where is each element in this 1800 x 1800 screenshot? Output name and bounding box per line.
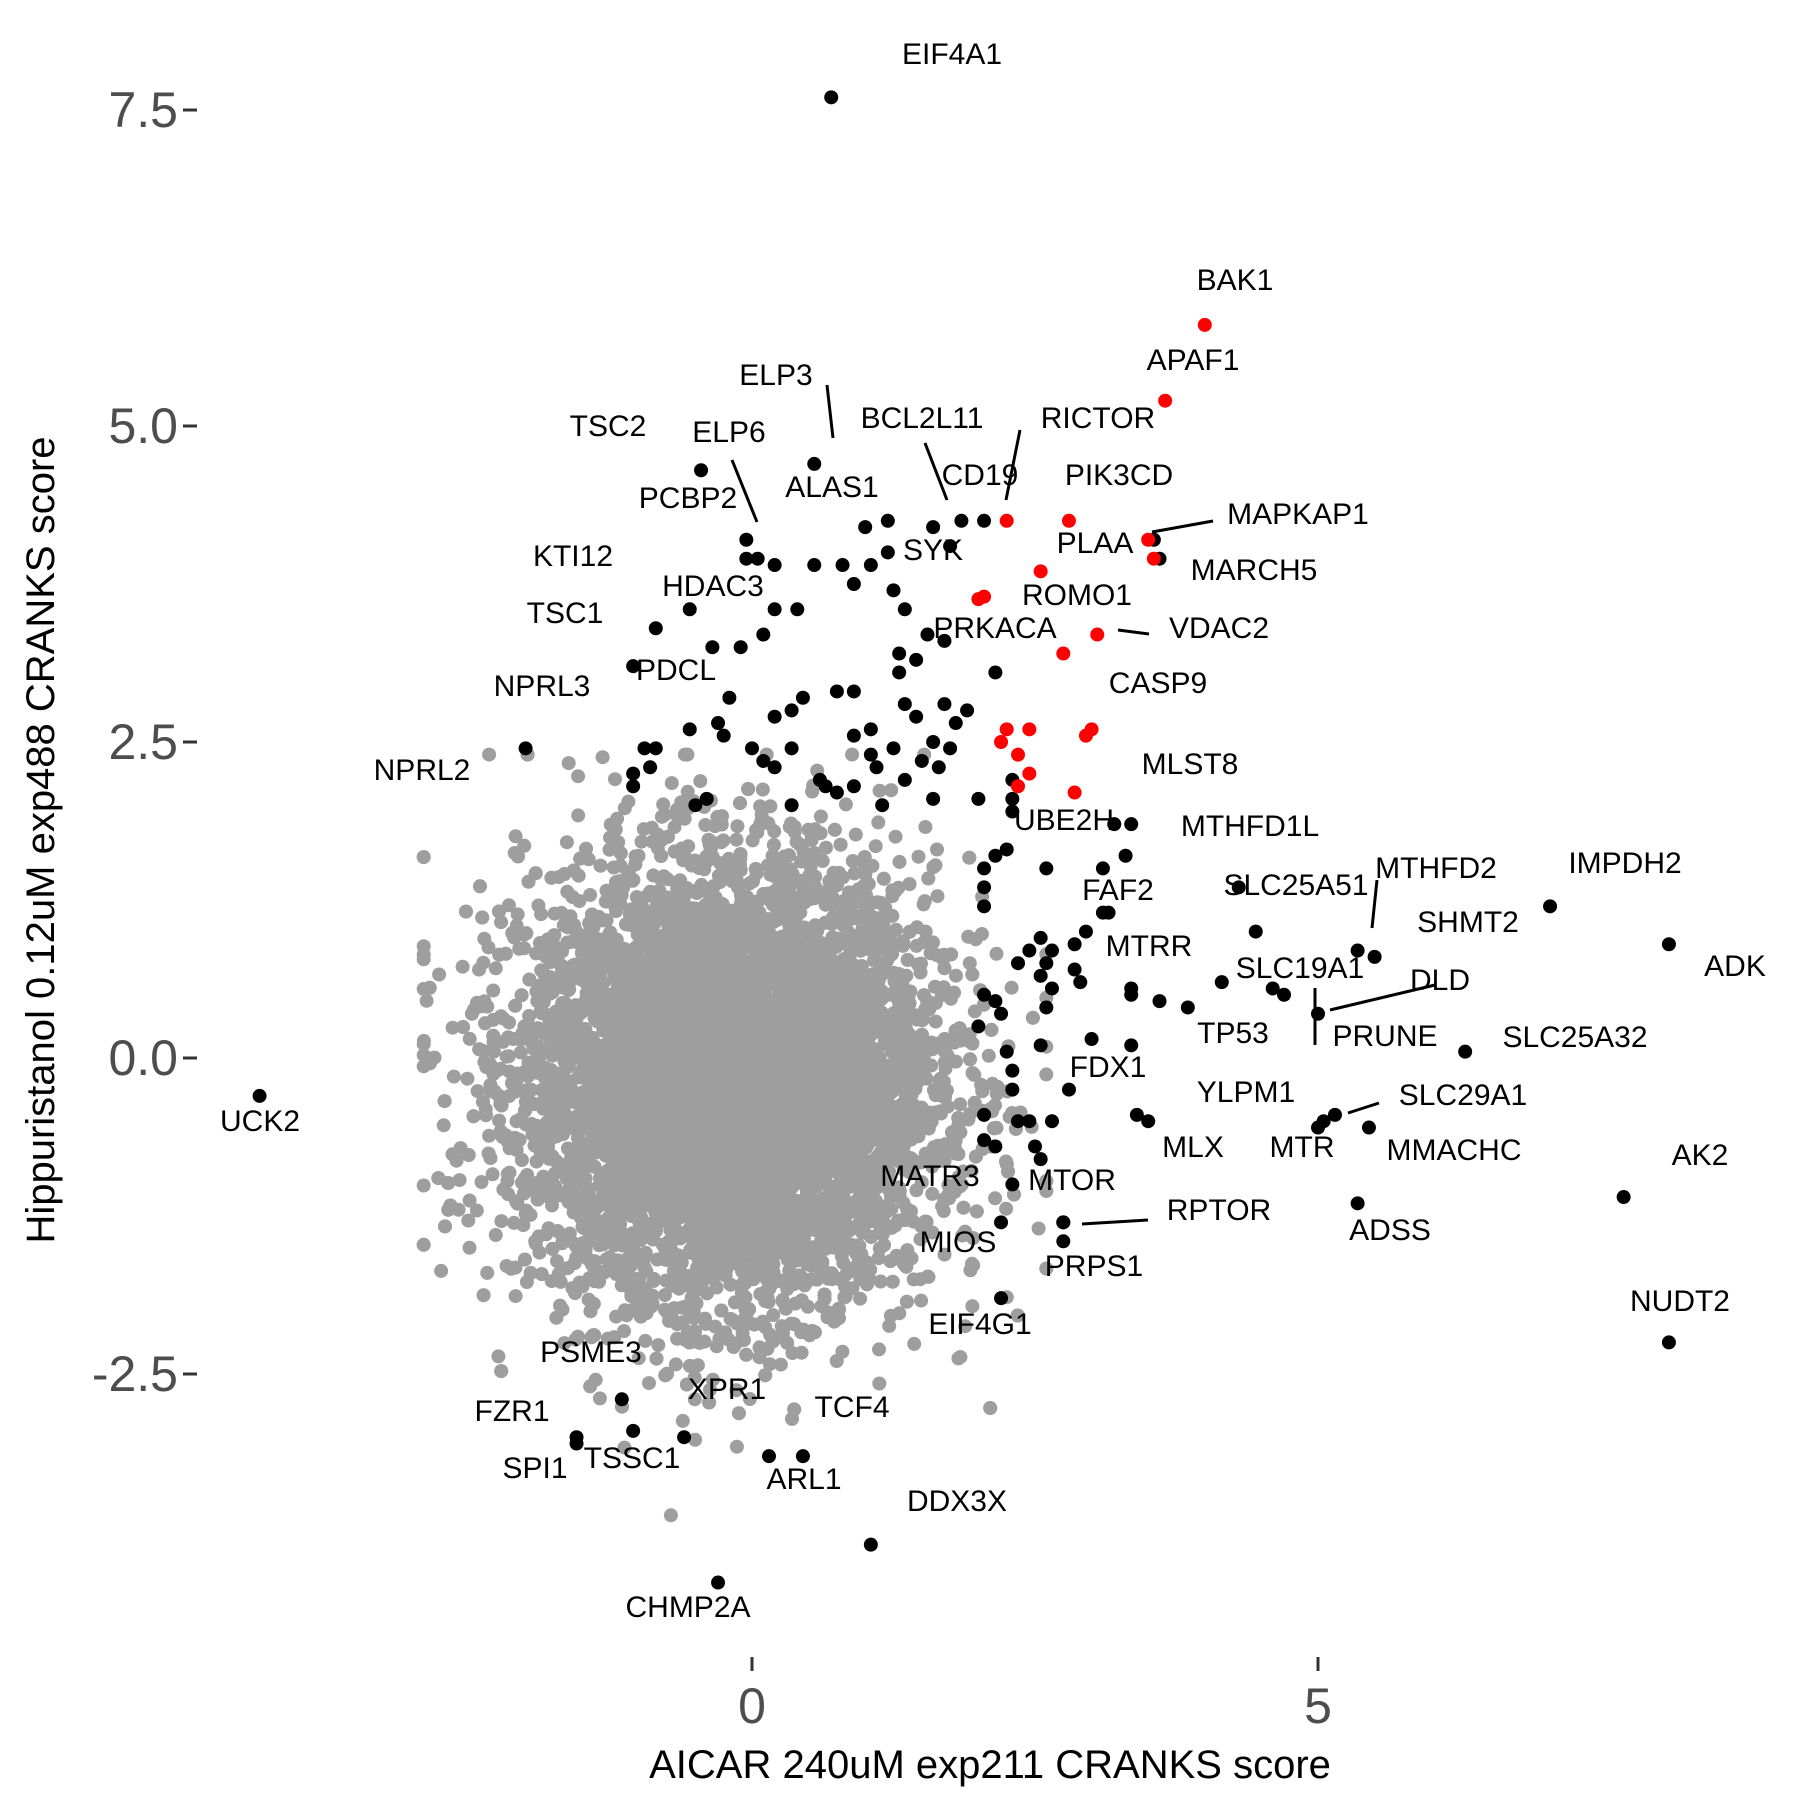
background-point [609, 1309, 624, 1324]
background-point [819, 840, 833, 855]
background-point [642, 1376, 656, 1391]
background-point [508, 1289, 523, 1304]
background-point [469, 1203, 484, 1218]
background-point [488, 961, 503, 976]
background-point [755, 782, 770, 797]
background-point [947, 985, 962, 1000]
background-point [914, 1293, 929, 1308]
background-point [899, 968, 914, 983]
background-point [730, 819, 745, 834]
background-points [416, 747, 1054, 1523]
background-point [888, 829, 903, 844]
background-point [888, 884, 903, 899]
background-point [1039, 1067, 1054, 1082]
background-point [688, 1432, 703, 1447]
background-point [557, 1336, 572, 1351]
background-point [668, 1357, 683, 1372]
background-point [729, 832, 744, 847]
background-point [911, 849, 926, 864]
background-point [510, 907, 525, 922]
background-point [800, 1299, 815, 1314]
background-point [462, 1031, 477, 1046]
background-point [460, 1071, 475, 1086]
background-point [592, 1391, 607, 1406]
background-point [682, 1358, 697, 1373]
background-point [485, 1167, 500, 1182]
background-point [925, 1186, 940, 1201]
background-point [595, 750, 610, 765]
background-point [742, 1392, 757, 1406]
background-point [949, 968, 963, 983]
background-point [607, 1238, 622, 1253]
background-point [937, 1247, 952, 1262]
background-point [502, 1089, 517, 1103]
background-point [583, 888, 598, 902]
background-point [709, 1339, 724, 1354]
background-point [434, 1263, 449, 1278]
background-point [517, 941, 532, 956]
background-point [838, 797, 853, 812]
background-point [676, 853, 691, 868]
background-point [455, 959, 470, 974]
background-point [491, 1349, 506, 1364]
background-point [480, 1265, 495, 1280]
background-point [419, 993, 434, 1008]
background-point [925, 1225, 940, 1240]
background-point [892, 854, 907, 869]
background-point [617, 1440, 632, 1455]
background-point [829, 1354, 844, 1368]
background-point [953, 1097, 968, 1112]
background-point [729, 1439, 744, 1454]
background-point [571, 808, 586, 823]
background-point [907, 1336, 922, 1351]
background-point [988, 1191, 1003, 1206]
background-point [550, 1254, 564, 1269]
background-point [726, 1340, 741, 1355]
background-point [918, 924, 933, 939]
background-point [762, 1357, 777, 1372]
background-point [462, 1240, 477, 1255]
background-point [965, 1299, 980, 1314]
background-point [693, 774, 708, 789]
background-point [871, 1251, 886, 1266]
background-point [989, 946, 1004, 961]
background-point [452, 1173, 467, 1188]
background-point [571, 769, 586, 784]
background-point [474, 1175, 489, 1189]
background-point [930, 889, 945, 904]
background-point [735, 1325, 750, 1340]
background-point [559, 835, 574, 850]
background-point [675, 1413, 690, 1428]
background-point [873, 1274, 888, 1289]
background-point [608, 772, 622, 787]
background-point [664, 776, 679, 791]
background-point [634, 834, 649, 849]
background-point [663, 1508, 678, 1523]
background-point [432, 967, 447, 982]
background-point [773, 1357, 788, 1372]
background-point [470, 1084, 485, 1099]
background-point [494, 1214, 509, 1229]
background-point [845, 747, 860, 762]
background-point [446, 1069, 461, 1084]
background-point [462, 1193, 477, 1208]
background-point [687, 853, 702, 868]
